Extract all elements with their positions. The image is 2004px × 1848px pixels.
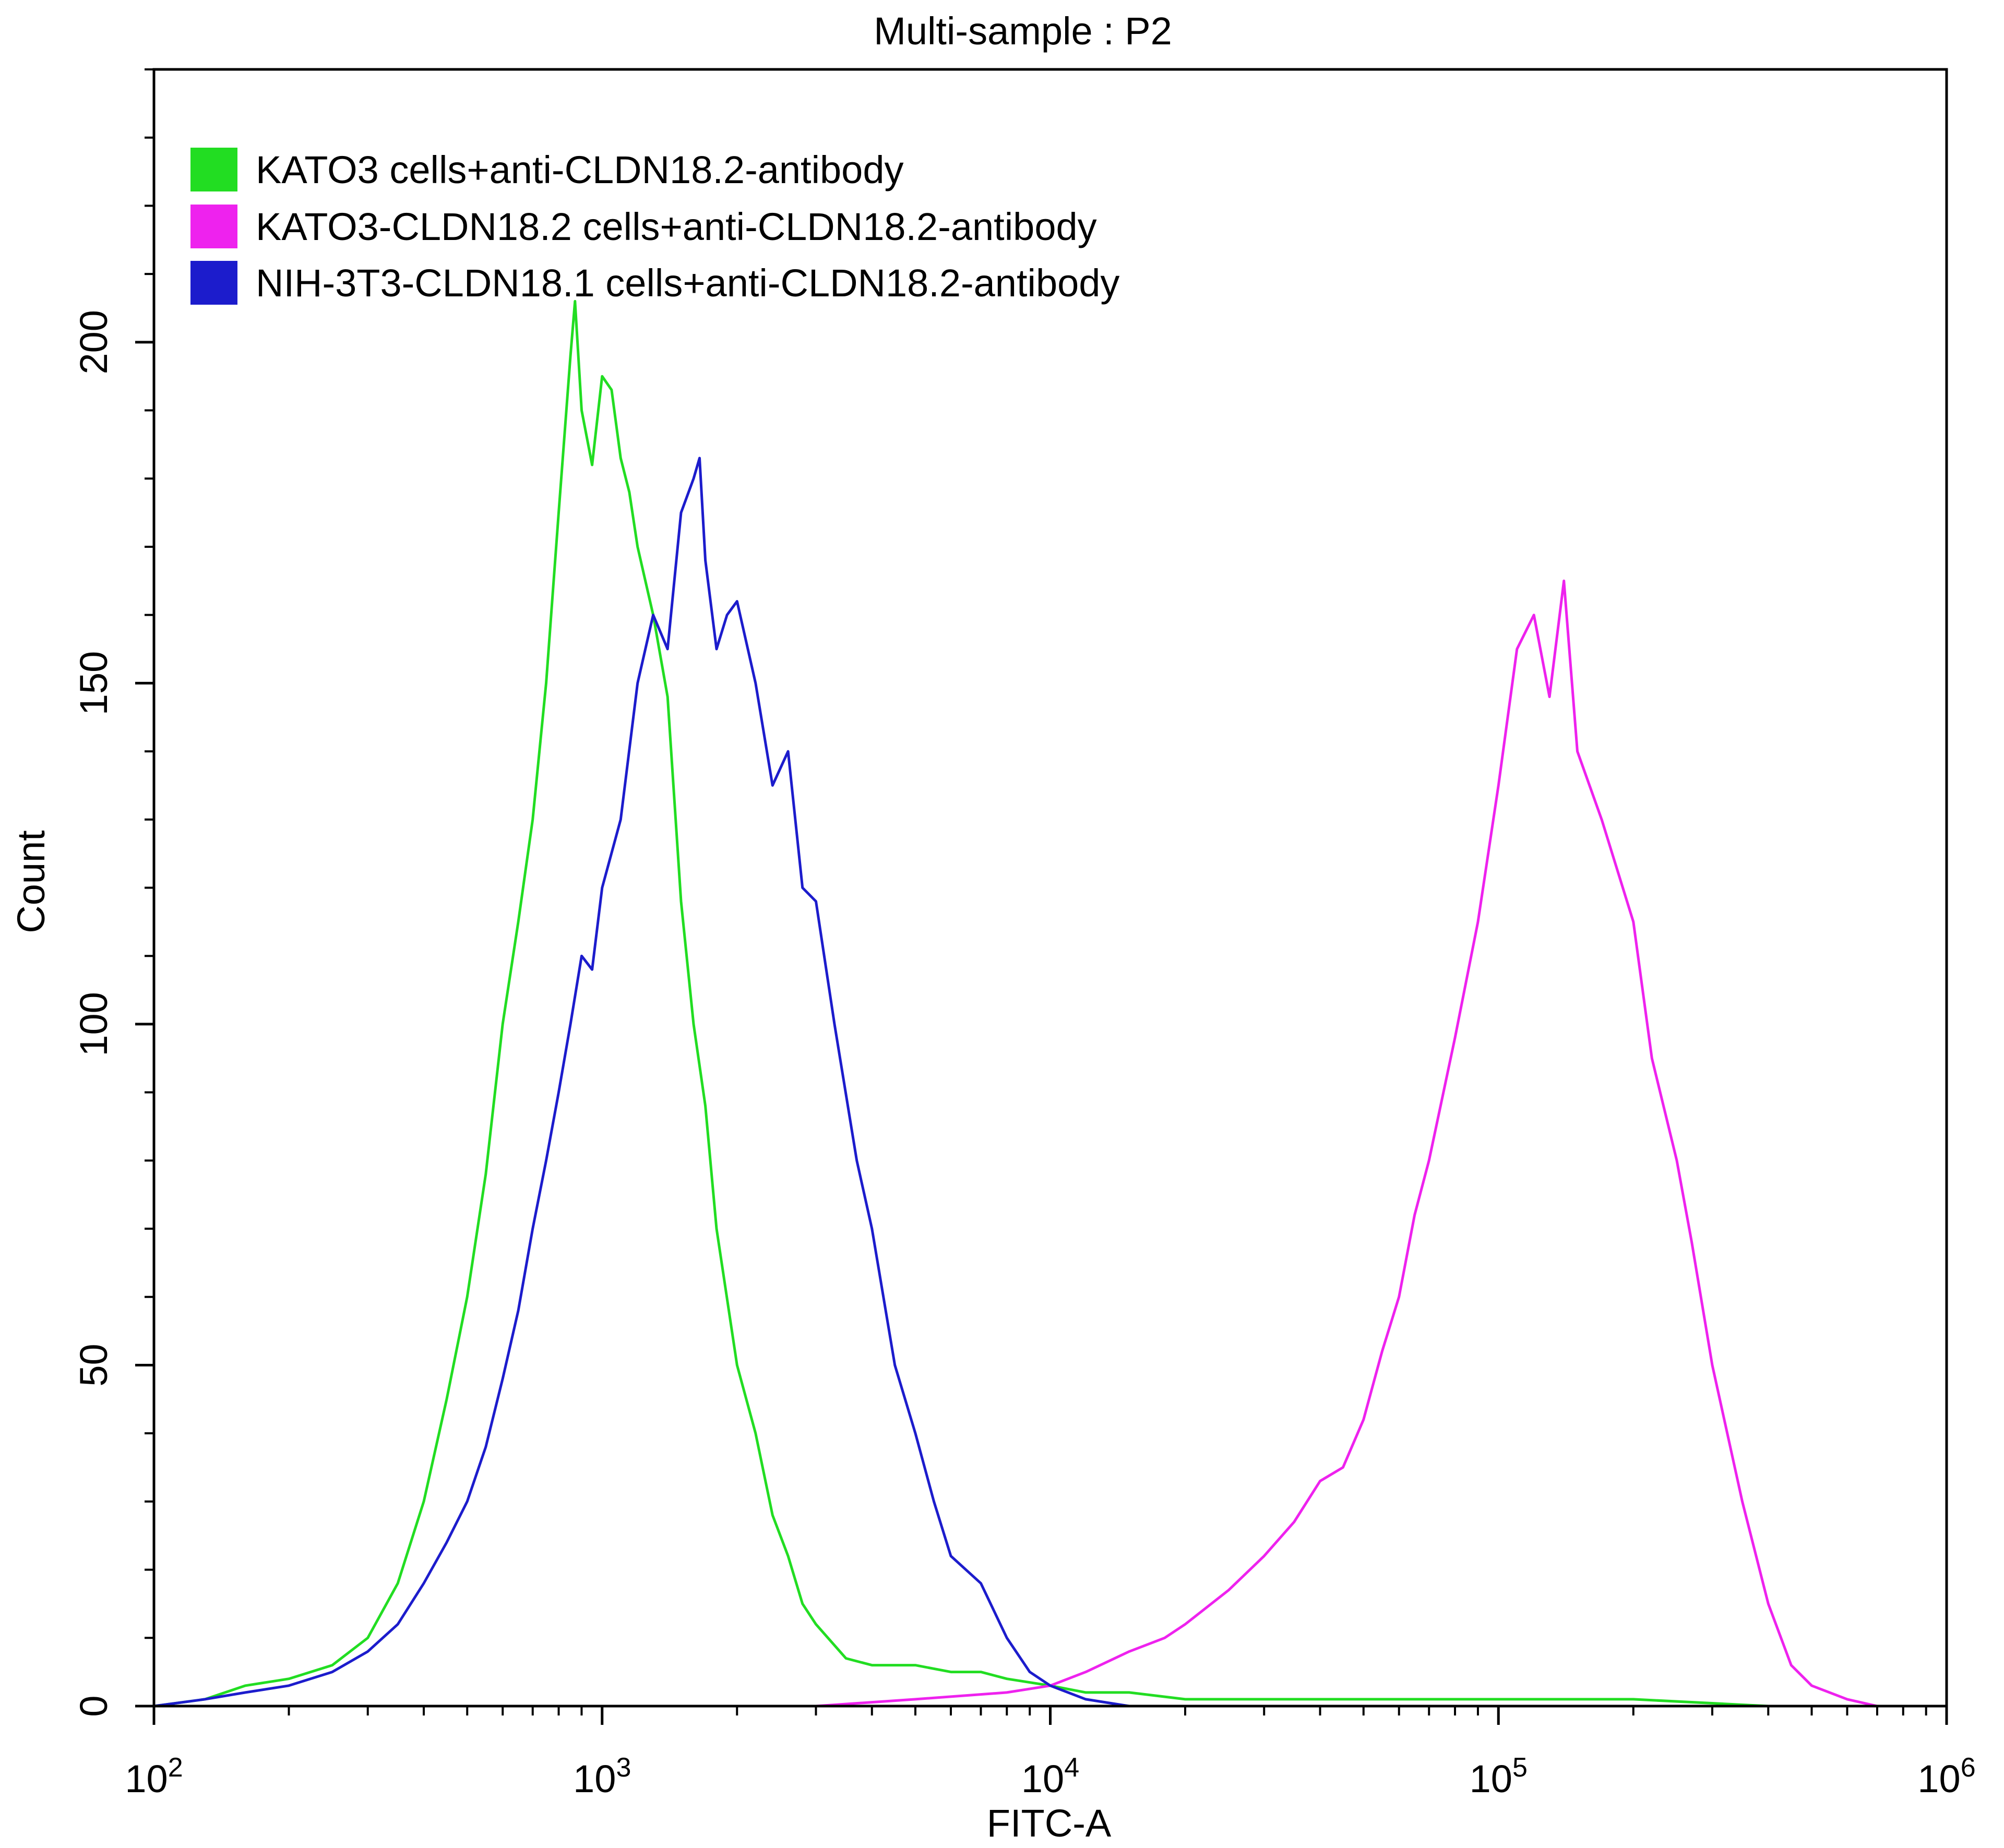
chart-title: Multi-sample : P2 [874, 9, 1172, 53]
y-axis-label: Count [9, 830, 53, 933]
series-line-3 [152, 457, 1131, 1708]
y-tick-label: 50 [72, 1343, 115, 1386]
x-axis-label: FITC-A [987, 1802, 1112, 1845]
x-axis-ticks: 102 103 104 105 106 [125, 1706, 1976, 1801]
series-layer [152, 299, 1879, 1708]
series-line-2 [601, 579, 1879, 1708]
plot-area: 102 103 104 105 106 0 50 100 150 200 [72, 68, 1976, 1801]
legend-swatch-1 [190, 148, 237, 191]
x-tick-label: 102 [125, 1753, 183, 1801]
legend: KATO3 cells+anti-CLDN18.2-antibody KATO3-… [190, 148, 1119, 305]
x-tick-label: 103 [573, 1753, 631, 1801]
legend-label-1: KATO3 cells+anti-CLDN18.2-antibody [256, 148, 904, 191]
y-axis-ticks: 0 50 100 150 200 [72, 68, 154, 1717]
x-tick-label: 106 [1917, 1753, 1975, 1801]
legend-label-2: KATO3-CLDN18.2 cells+anti-CLDN18.2-antib… [256, 205, 1097, 248]
series-line-1 [152, 299, 1879, 1708]
x-tick-label: 104 [1021, 1753, 1079, 1801]
legend-swatch-2 [190, 205, 237, 248]
y-tick-label: 150 [72, 651, 115, 715]
legend-label-3: NIH-3T3-CLDN18.1 cells+anti-CLDN18.2-ant… [256, 261, 1119, 305]
x-tick-label: 105 [1470, 1753, 1528, 1801]
y-tick-label: 200 [72, 310, 115, 374]
legend-swatch-3 [190, 261, 237, 305]
y-tick-label: 100 [72, 992, 115, 1056]
y-tick-label: 0 [72, 1695, 115, 1717]
